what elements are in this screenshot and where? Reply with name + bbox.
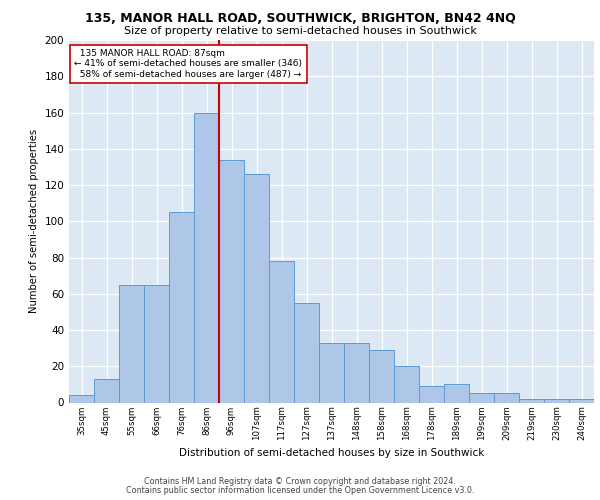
Bar xyxy=(569,399,594,402)
Bar xyxy=(144,284,169,403)
Bar xyxy=(494,394,519,402)
Bar xyxy=(119,284,144,403)
X-axis label: Distribution of semi-detached houses by size in Southwick: Distribution of semi-detached houses by … xyxy=(179,448,484,458)
Text: Contains public sector information licensed under the Open Government Licence v3: Contains public sector information licen… xyxy=(126,486,474,495)
Bar xyxy=(169,212,194,402)
Bar xyxy=(94,379,119,402)
Bar xyxy=(294,303,319,402)
Bar xyxy=(394,366,419,403)
Bar xyxy=(469,394,494,402)
Y-axis label: Number of semi-detached properties: Number of semi-detached properties xyxy=(29,129,39,314)
Text: 135, MANOR HALL ROAD, SOUTHWICK, BRIGHTON, BN42 4NQ: 135, MANOR HALL ROAD, SOUTHWICK, BRIGHTO… xyxy=(85,12,515,26)
Bar xyxy=(444,384,469,402)
Bar xyxy=(69,395,94,402)
Text: Size of property relative to semi-detached houses in Southwick: Size of property relative to semi-detach… xyxy=(124,26,476,36)
Bar xyxy=(194,112,219,403)
Bar xyxy=(419,386,444,402)
Bar xyxy=(244,174,269,402)
Bar xyxy=(369,350,394,403)
Bar xyxy=(544,399,569,402)
Bar xyxy=(319,342,344,402)
Bar xyxy=(269,261,294,402)
Bar xyxy=(519,399,544,402)
Bar xyxy=(219,160,244,402)
Text: Contains HM Land Registry data © Crown copyright and database right 2024.: Contains HM Land Registry data © Crown c… xyxy=(144,478,456,486)
Bar xyxy=(344,342,369,402)
Text: 135 MANOR HALL ROAD: 87sqm
← 41% of semi-detached houses are smaller (346)
  58%: 135 MANOR HALL ROAD: 87sqm ← 41% of semi… xyxy=(74,49,302,79)
